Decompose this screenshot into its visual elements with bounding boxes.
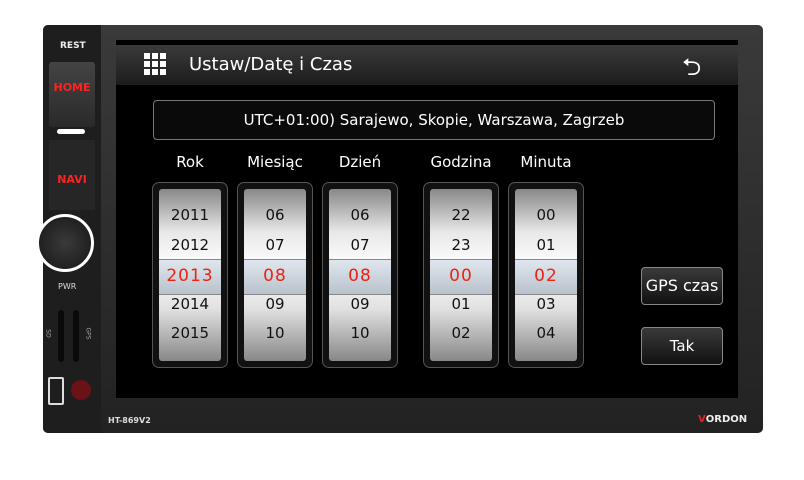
wheel-label: Godzina — [430, 153, 492, 171]
wheel-value[interactable]: 02 — [451, 324, 471, 342]
page-title: Ustaw/Datę i Czas — [189, 54, 353, 75]
wheel-value[interactable]: 10 — [265, 324, 285, 342]
screen: Ustaw/Datę i Czas ⮌ UTC+01:00) Sarajewo,… — [116, 40, 738, 398]
wheel-value[interactable]: 07 — [265, 236, 285, 254]
wheel-label: Miesiąc — [247, 153, 303, 171]
wheel-4[interactable]: 00 01 02 03 04 — [508, 182, 584, 368]
wheel-label: Rok — [176, 153, 204, 171]
back-arrow-icon[interactable]: ⮌ — [682, 53, 702, 81]
navi-button[interactable]: NAVI — [49, 140, 95, 210]
wheel-value[interactable]: 10 — [350, 324, 370, 342]
power-knob[interactable] — [36, 214, 94, 272]
header-bar — [116, 45, 738, 85]
wheel-label: Dzień — [338, 153, 382, 171]
reset-button[interactable]: REST — [60, 41, 86, 51]
wheel-value[interactable]: 04 — [536, 324, 556, 342]
selected-value[interactable]: 08 — [348, 266, 372, 286]
grid-icon[interactable] — [144, 53, 166, 75]
wheel-0[interactable]: 2011 2012 2013 2014 2015 — [152, 182, 228, 368]
wheel-label: Minuta — [520, 153, 572, 171]
wheel-value[interactable]: 2012 — [170, 236, 210, 254]
sd-slot[interactable] — [58, 310, 64, 362]
home-button[interactable]: HOME — [49, 62, 95, 127]
ok-button[interactable]: Tak — [641, 327, 723, 365]
wheel-value[interactable]: 2015 — [170, 324, 210, 342]
wheel-value[interactable]: 00 — [536, 206, 556, 224]
wheel-value[interactable]: 06 — [265, 206, 285, 224]
gps-slot[interactable] — [73, 310, 79, 362]
selected-value[interactable]: 2013 — [166, 266, 214, 286]
wheel-value[interactable]: 22 — [451, 206, 471, 224]
wheel-value[interactable]: 01 — [451, 295, 471, 313]
timezone-selector[interactable]: UTC+01:00) Sarajewo, Skopie, Warszawa, Z… — [153, 100, 715, 140]
wheel-value[interactable]: 2011 — [170, 206, 210, 224]
wheel-value[interactable]: 03 — [536, 295, 556, 313]
wheel-value[interactable]: 23 — [451, 236, 471, 254]
model-label: HT-869V2 — [108, 416, 151, 425]
selected-value[interactable]: 08 — [263, 266, 287, 286]
indicator-led — [57, 129, 85, 134]
gps-label: GPS — [84, 327, 92, 340]
sd-label: SD — [44, 329, 52, 338]
wheel-3[interactable]: 22 23 00 01 02 — [423, 182, 499, 368]
selected-value[interactable]: 02 — [534, 266, 558, 286]
wheel-value[interactable]: 2014 — [170, 295, 210, 313]
wheel-value[interactable]: 09 — [265, 295, 285, 313]
wheel-value[interactable]: 09 — [350, 295, 370, 313]
brand-logo: VORDON — [698, 414, 748, 425]
wheel-value[interactable]: 01 — [536, 236, 556, 254]
wheel-value[interactable]: 06 — [350, 206, 370, 224]
gps-time-button[interactable]: GPS czas — [641, 267, 723, 305]
wheel-1[interactable]: 06 07 08 09 10 — [237, 182, 313, 368]
wheel-2[interactable]: 06 07 08 09 10 — [322, 182, 398, 368]
wheel-value[interactable]: 07 — [350, 236, 370, 254]
selected-value[interactable]: 00 — [449, 266, 473, 286]
ir-sensor — [71, 380, 91, 400]
usb-port-icon[interactable] — [48, 377, 64, 405]
pwr-label: PWR — [58, 282, 77, 291]
